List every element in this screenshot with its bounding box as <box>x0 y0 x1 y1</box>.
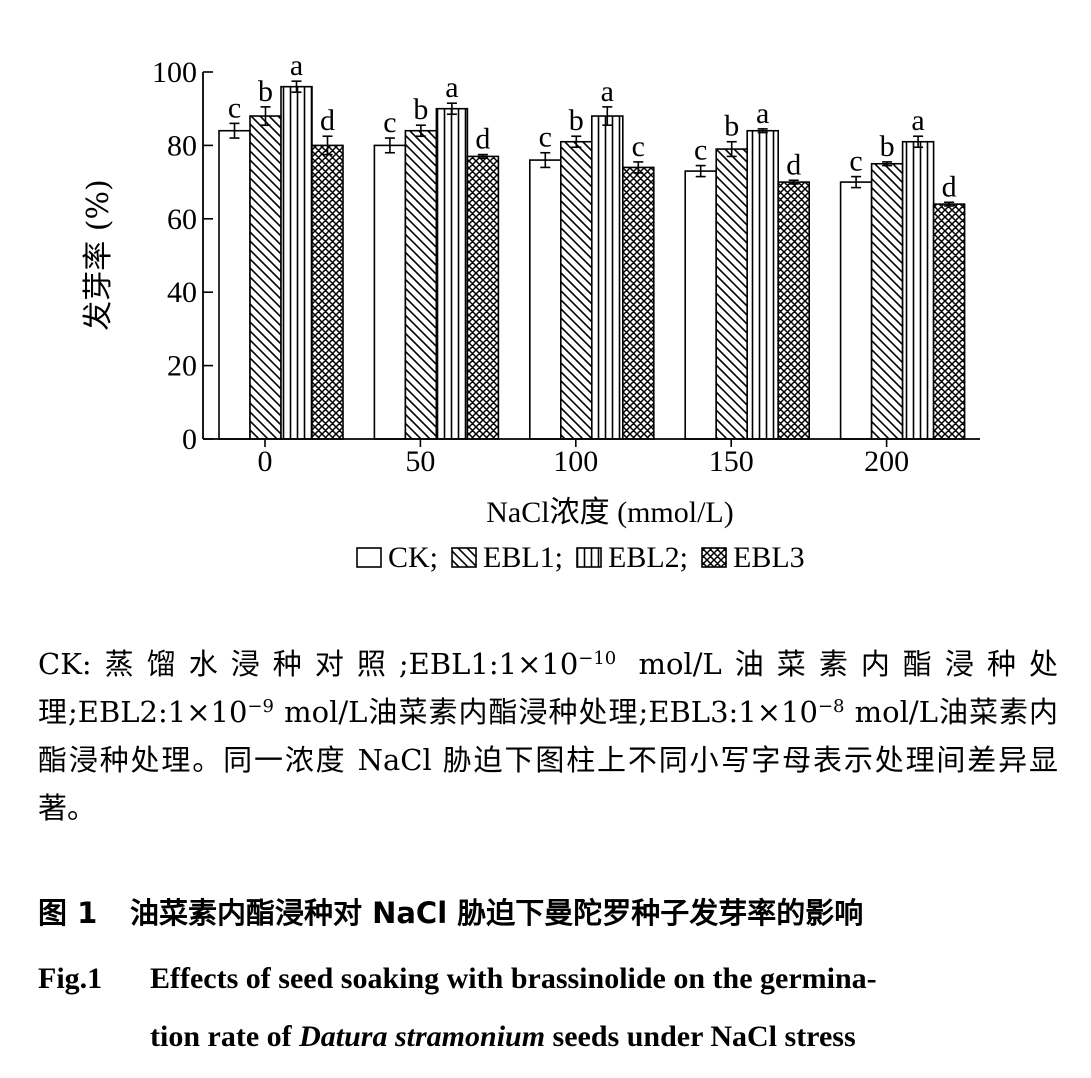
bar-ck-0 <box>218 129 251 440</box>
legend-label-ck: CK; <box>388 541 438 574</box>
bar-ebl1-50 <box>404 129 438 440</box>
bar-ebl2-100 <box>590 115 624 440</box>
legend-swatch-ebl2 <box>576 547 602 568</box>
note-ebl1-suffix: mol/L油菜素内酯浸种处理; <box>38 647 1058 729</box>
figure-title-english-line2b: seeds under NaCl stress <box>545 1020 856 1053</box>
figure-title-english-line2a: tion rate of <box>150 1020 300 1053</box>
y-tick-label-80: 80 <box>167 129 197 162</box>
x-tick-label-150: 150 <box>709 445 754 478</box>
legend-swatch-ebl3 <box>701 547 727 568</box>
significance-letter-ebl2-100: a <box>601 75 614 108</box>
legend-swatch-ebl1 <box>451 547 477 568</box>
figure-number-chinese: 图 1 <box>38 896 98 930</box>
significance-letter-ebl3-200: d <box>942 170 957 203</box>
legend-label-ebl2: EBL2; <box>608 541 688 574</box>
bar-ebl2-150 <box>746 129 780 440</box>
significance-letter-ebl3-50: d <box>475 123 490 156</box>
bar-ck-100 <box>528 159 562 440</box>
note-ebl3-exponent: −8 <box>817 696 845 718</box>
significance-letter-ebl1-200: b <box>880 130 895 163</box>
x-tick-label-200: 200 <box>864 445 909 478</box>
bar-ck-150 <box>684 170 718 440</box>
bar-ebl1-0 <box>249 115 282 440</box>
note-ebl2-exponent: −9 <box>247 696 274 718</box>
bar-ck-50 <box>373 144 407 440</box>
note-ebl1-exponent: −10 <box>578 648 617 670</box>
bar-ebl1-150 <box>715 148 749 440</box>
bar-ebl2-200 <box>901 140 935 440</box>
significance-letter-ck-50: c <box>383 106 396 139</box>
bar-ebl3-200 <box>932 203 966 440</box>
significance-letter-ebl3-100: c <box>632 130 645 163</box>
note-ebl3-suffix: mol/L油菜素内酯浸种处理。 <box>38 695 1058 777</box>
bar-ebl2-50 <box>435 107 469 440</box>
note-ck: CK:蒸馏水浸种对照; <box>38 647 409 681</box>
significance-letter-ebl1-0: b <box>258 75 273 108</box>
significance-letter-ck-0: c <box>228 91 241 124</box>
y-tick-label-20: 20 <box>167 350 197 383</box>
significance-letter-ebl3-0: d <box>320 104 335 137</box>
significance-letter-ebl2-0: a <box>290 49 303 82</box>
bar-ebl3-100 <box>621 166 655 440</box>
figure-caption-english: Fig.1 Effects of seed soaking with brassi… <box>38 950 1058 1066</box>
bar-ebl3-50 <box>466 155 500 440</box>
legend-label-ebl1: EBL1; <box>483 541 563 574</box>
bar-ck-200 <box>839 181 873 440</box>
x-tick-label-50: 50 <box>405 445 435 478</box>
figure-note: CK:蒸馏水浸种对照;EBL1:1×10−10 mol/L油菜素内酯浸种处理;E… <box>38 640 1058 832</box>
x-tick-label-100: 100 <box>553 445 598 478</box>
note-ebl2-suffix: mol/L油菜素内酯浸种处理; <box>273 695 649 729</box>
figure-title-chinese: 油菜素内酯浸种对 NaCl 胁迫下曼陀罗种子发芽率的影响 <box>130 896 864 930</box>
bar-ebl3-0 <box>311 144 344 440</box>
x-axis-label: NaCl浓度 (mmol/L) <box>486 496 733 529</box>
bar-ebl3-150 <box>777 181 811 440</box>
figure-caption-chinese: 图 1 油菜素内酯浸种对 NaCl 胁迫下曼陀罗种子发芽率的影响 <box>38 890 1058 932</box>
y-tick-label-60: 60 <box>167 203 197 236</box>
note-ebl2-prefix: EBL2:1×10 <box>77 695 248 729</box>
significance-letter-ebl2-50: a <box>445 71 458 104</box>
y-tick-label-40: 40 <box>167 276 197 309</box>
note-ebl1-prefix: EBL1:1×10 <box>408 647 579 681</box>
significance-letter-ebl1-50: b <box>413 93 428 126</box>
y-axis-label: 发芽率 (%) <box>81 179 116 330</box>
x-tick-label-0: 0 <box>258 445 273 478</box>
significance-letter-ebl1-150: b <box>724 110 739 143</box>
y-tick-label-100: 100 <box>152 56 197 89</box>
y-tick-label-0: 0 <box>182 423 197 456</box>
significance-letter-ebl3-150: d <box>786 148 801 181</box>
figure-title-species: Datura stramonium <box>299 1020 546 1053</box>
bar-ebl1-100 <box>559 140 593 440</box>
significance-letter-ck-150: c <box>694 134 707 167</box>
significance-letter-ebl2-200: a <box>911 104 924 137</box>
significance-letter-ck-100: c <box>539 121 552 154</box>
note-ebl3-prefix: EBL3:1×10 <box>648 695 818 729</box>
bar-ebl1-200 <box>870 162 904 440</box>
legend: CK; EBL1; EBL2; EBL3 <box>356 541 805 574</box>
significance-letter-ebl2-150: a <box>756 97 769 130</box>
legend-swatch-ck <box>356 547 382 568</box>
figure-number-english: Fig.1 <box>38 962 103 995</box>
significance-letter-ck-200: c <box>849 145 862 178</box>
legend-label-ebl3: EBL3 <box>733 541 805 574</box>
bar-ebl2-0 <box>280 85 313 440</box>
figure-title-english-line1: Effects of seed soaking with brassinolid… <box>150 962 877 995</box>
significance-letter-ebl1-100: b <box>569 104 584 137</box>
note-significance: 同一浓度 NaCl 胁迫下图柱上不同小写字母表示处理间差异显著。 <box>38 743 1058 825</box>
